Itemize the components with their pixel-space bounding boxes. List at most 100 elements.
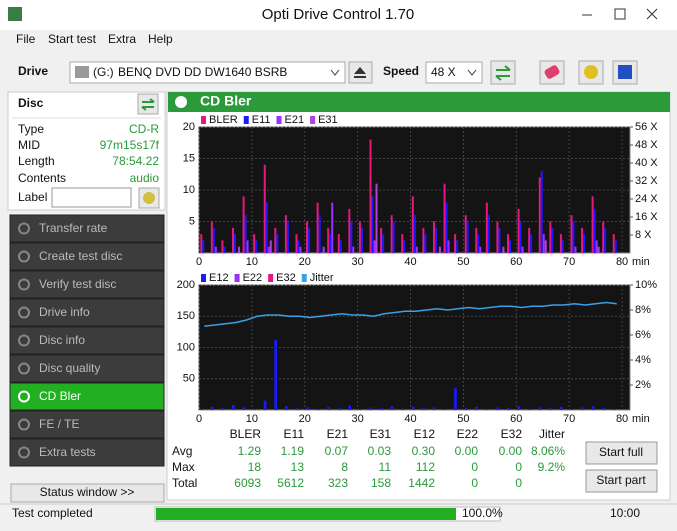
x-tick-label: 30: [352, 256, 364, 268]
refresh-button[interactable]: [490, 60, 516, 85]
bar: [581, 407, 584, 410]
bar: [267, 246, 270, 253]
drive-letter: (G:): [93, 65, 114, 79]
bar: [339, 240, 342, 253]
bar: [540, 171, 543, 253]
stats-cell: 0: [515, 460, 522, 474]
y-tick-label: 15: [183, 152, 195, 164]
bar: [475, 406, 478, 410]
speed-label: Speed: [383, 64, 419, 78]
bar: [496, 407, 500, 410]
bar: [316, 408, 320, 410]
button-label: Start part: [596, 473, 646, 487]
drive-name: BENQ DVD DD DW1640 BSRB: [118, 65, 287, 79]
bar: [284, 406, 288, 410]
stats-header: Jitter: [539, 427, 565, 441]
bar: [234, 234, 237, 253]
nav-button[interactable]: [9, 326, 165, 355]
x-tick-label: 40: [404, 256, 416, 268]
bar: [242, 196, 245, 253]
stats-header: BLER: [230, 427, 262, 441]
start-part-button[interactable]: [585, 469, 658, 493]
menu-item[interactable]: Start test: [48, 32, 97, 46]
bar: [350, 221, 353, 253]
y2-tick-label: 24 X: [635, 193, 658, 205]
nav-button[interactable]: [9, 382, 165, 411]
nav-label: Disc info: [39, 333, 85, 347]
nav-button[interactable]: [9, 242, 165, 271]
y2-tick-label: 10%: [635, 279, 657, 291]
y2-tick-label: 8 X: [635, 229, 652, 241]
bar: [574, 246, 577, 253]
y2-tick-label: 48 X: [635, 139, 658, 151]
bar: [390, 215, 393, 253]
bar: [352, 246, 355, 253]
refresh-icon: [495, 65, 511, 81]
stats-cell: 0.00: [455, 444, 479, 458]
start-full-button[interactable]: [585, 441, 658, 465]
bar: [602, 408, 605, 410]
button-label: Start full: [599, 445, 643, 459]
nav-button[interactable]: [9, 214, 165, 243]
speed-select[interactable]: [425, 61, 483, 84]
stats-cell: 112: [416, 460, 435, 474]
bar: [200, 234, 203, 253]
bar: [498, 227, 501, 253]
legend-swatch: [201, 116, 206, 124]
x-tick-label: 30: [352, 413, 364, 425]
bar: [232, 227, 235, 253]
stats-header: E21: [327, 427, 349, 441]
bar: [337, 408, 341, 410]
bar: [530, 234, 533, 253]
menu-item[interactable]: File: [16, 32, 36, 46]
bar: [308, 227, 311, 253]
dropdown-arrow: [330, 69, 340, 76]
menu-item[interactable]: Extra: [108, 32, 136, 46]
y-tick-label: 200: [177, 279, 195, 291]
maximize[interactable]: [614, 8, 626, 20]
nav-button[interactable]: [9, 438, 165, 467]
charts: 5 10 15 20 8 X 16 X 24 X 32 X 40 X 48 X 56 X 0 10 20 3…: [177, 114, 659, 425]
nav-button[interactable]: [9, 354, 165, 383]
bar: [295, 408, 299, 410]
y-tick-label: 5: [189, 215, 195, 227]
bar: [411, 196, 414, 253]
bar: [415, 246, 418, 253]
bar: [591, 406, 595, 410]
bar: [253, 408, 256, 410]
bar: [238, 246, 241, 253]
stats-cell: 11: [379, 460, 392, 474]
stats-cell: 158: [371, 476, 391, 490]
close[interactable]: [646, 8, 658, 20]
bar: [299, 246, 302, 253]
bar: [295, 234, 298, 253]
disc-refresh[interactable]: [137, 93, 159, 115]
nav-button[interactable]: [9, 410, 165, 439]
status-window-button[interactable]: [10, 483, 165, 503]
title-bar: [0, 0, 677, 30]
nav-label: Verify test disc: [39, 277, 116, 291]
legend-label: BLER: [209, 114, 238, 126]
label-icon: [143, 192, 155, 204]
stats-cell: 1442: [408, 476, 435, 490]
bar: [464, 408, 468, 410]
bar: [521, 246, 524, 253]
bar: [286, 221, 289, 253]
panel-header: [168, 92, 670, 112]
bar: [509, 240, 512, 253]
bar: [485, 202, 488, 253]
nav-button[interactable]: [9, 298, 165, 327]
legend-label: E21: [285, 114, 305, 126]
bar: [597, 246, 600, 253]
stats-cell: 0.00: [499, 444, 523, 458]
menu-item[interactable]: Help: [148, 32, 173, 46]
bar: [210, 221, 213, 253]
save-icon: [618, 65, 632, 79]
bar: [306, 407, 309, 410]
label-input[interactable]: [51, 187, 132, 208]
x-tick-label: 0: [196, 256, 202, 268]
bar: [244, 215, 247, 253]
drive-select[interactable]: [69, 61, 346, 84]
x-tick-label: 80: [616, 413, 628, 425]
nav-button[interactable]: [9, 270, 165, 299]
